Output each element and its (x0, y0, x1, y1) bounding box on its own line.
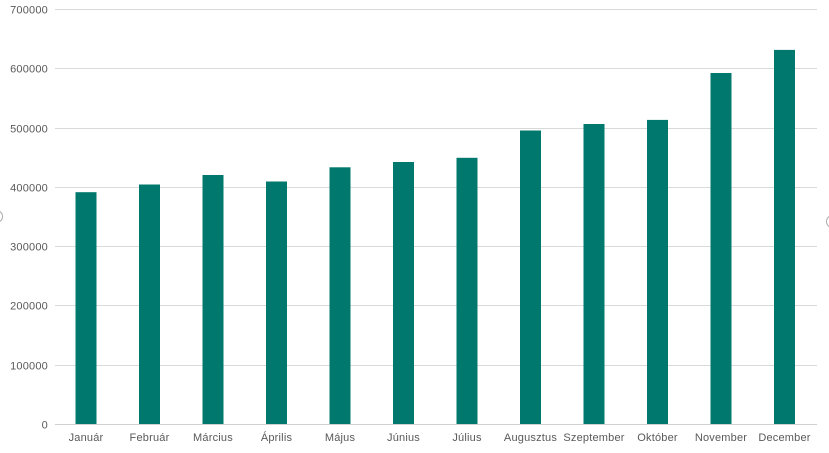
x-axis-label: Augusztus (504, 432, 557, 444)
bar-június[interactable] (393, 162, 414, 424)
bar-április[interactable] (266, 181, 287, 425)
y-axis-tick-label: 100000 (10, 361, 48, 373)
x-axis-label: Január (69, 432, 104, 444)
x-axis-label: Június (387, 432, 420, 444)
x-axis-label: Július (452, 432, 482, 444)
y-axis-tick-label: 200000 (10, 301, 48, 313)
y-axis-tick-label: 400000 (10, 183, 48, 195)
x-axis-label: Április (261, 431, 293, 444)
bar-november[interactable] (710, 73, 732, 424)
bar-május[interactable] (329, 167, 351, 425)
bar-december[interactable] (774, 49, 795, 425)
x-axis-label: Február (130, 432, 170, 444)
y-axis-tick-label: 0 (42, 420, 48, 432)
bar-október[interactable] (647, 119, 668, 425)
bar-szeptember[interactable] (583, 124, 605, 424)
bar-augusztus[interactable] (520, 130, 541, 425)
y-axis-tick-label: 500000 (10, 124, 48, 136)
x-axis-label: Május (325, 432, 356, 444)
x-axis-label: Szeptember (563, 432, 624, 444)
bar-március[interactable] (202, 175, 224, 424)
y-axis-tick-label: 600000 (10, 64, 48, 76)
x-axis-label: Október (637, 432, 678, 444)
x-axis-label: December (758, 432, 810, 444)
bar-január[interactable] (75, 192, 97, 424)
x-axis-label: Március (193, 432, 233, 444)
bar-február[interactable] (139, 184, 160, 425)
y-axis-tick-label: 700000 (10, 5, 48, 17)
bar-július[interactable] (456, 157, 478, 425)
y-axis-tick-label: 300000 (10, 242, 48, 254)
x-axis-label: November (695, 432, 747, 444)
